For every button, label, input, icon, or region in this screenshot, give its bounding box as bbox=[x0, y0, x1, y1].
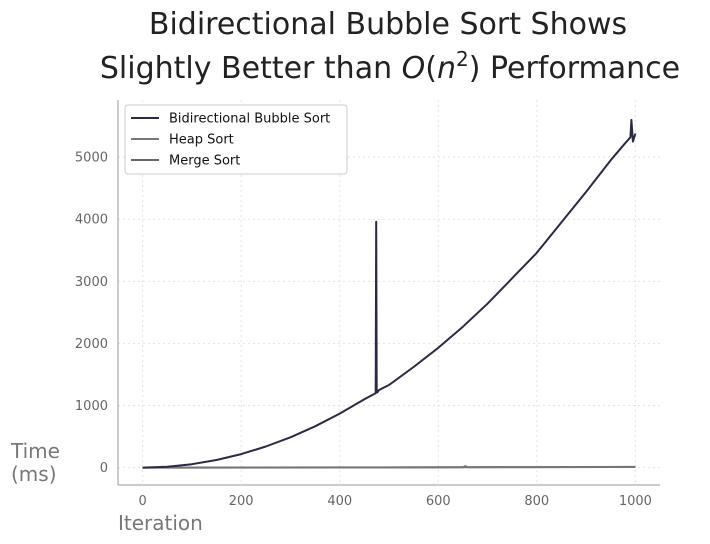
chart-title-math-open: ( bbox=[425, 51, 437, 86]
series-group bbox=[142, 118, 637, 469]
legend-label: Heap Sort bbox=[169, 133, 234, 148]
chart-title-math-o: O bbox=[402, 51, 426, 86]
series-line-heap-sort bbox=[142, 465, 636, 469]
y-tick-label: 3000 bbox=[75, 275, 108, 290]
chart-title-line2: Slightly Better than O(n2) Performance bbox=[100, 47, 680, 86]
chart-title-line2-suffix: Performance bbox=[480, 51, 680, 86]
x-tick-label: 600 bbox=[426, 494, 451, 509]
x-tick-label: 800 bbox=[524, 494, 549, 509]
y-axis-label-line2: (ms) bbox=[11, 462, 57, 486]
y-tick-label: 1000 bbox=[75, 399, 108, 414]
legend-box bbox=[124, 104, 348, 175]
y-tick-label: 5000 bbox=[75, 151, 108, 166]
x-tick-label: 1000 bbox=[619, 494, 652, 509]
x-tick-label: 400 bbox=[327, 494, 352, 509]
y-axis-label-line1: Time bbox=[10, 439, 60, 463]
x-tick-label: 0 bbox=[138, 494, 146, 509]
x-tick-label: 200 bbox=[229, 494, 254, 509]
chart-title-math-close: ) bbox=[469, 51, 481, 86]
y-tick-label: 4000 bbox=[75, 213, 108, 228]
chart-title-line1: Bidirectional Bubble Sort Shows bbox=[149, 7, 627, 42]
legend: Bidirectional Bubble Sort Heap Sort Merge … bbox=[124, 104, 348, 175]
chart-title-math-n: n bbox=[437, 51, 456, 86]
chart-title-line2-prefix: Slightly Better than bbox=[100, 51, 402, 86]
y-tick-label: 2000 bbox=[75, 337, 108, 352]
series-line-bidirectional-bubble-sort bbox=[142, 118, 637, 469]
y-tick-labels: 0 1000 2000 3000 4000 5000 bbox=[75, 151, 108, 476]
x-tick-labels: 0 200 400 600 800 1000 bbox=[138, 494, 651, 509]
legend-label: Bidirectional Bubble Sort bbox=[169, 112, 330, 127]
x-axis-label: Iteration bbox=[118, 511, 203, 535]
chart-title-math-exp: 2 bbox=[456, 47, 469, 71]
y-tick-label: 0 bbox=[100, 461, 108, 476]
legend-label: Merge Sort bbox=[169, 154, 240, 169]
